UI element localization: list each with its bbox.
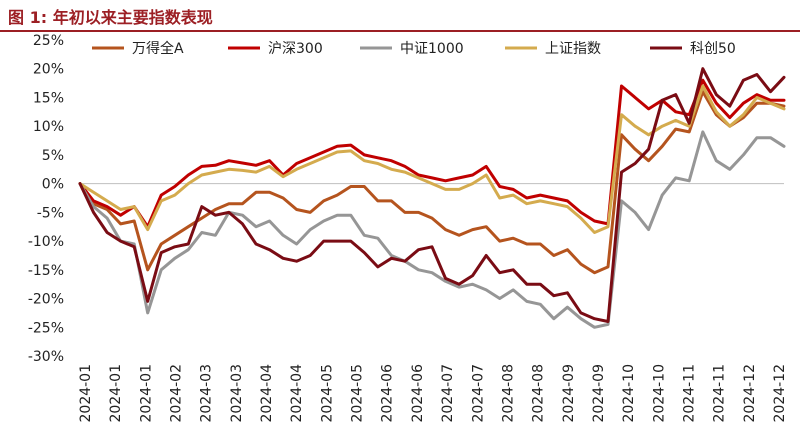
y-tick-label: 5% (42, 148, 64, 164)
y-tick-label: -5% (37, 205, 64, 221)
x-tick-label: 2024-03 (229, 364, 245, 423)
legend-label: 中证1000 (400, 41, 464, 57)
x-tick-label: 2024-04 (259, 364, 275, 423)
x-tick-label: 2024-01 (138, 364, 154, 423)
y-tick-label: 10% (33, 119, 64, 135)
y-tick-label: 0% (42, 177, 64, 193)
y-tick-label: -10% (28, 234, 64, 250)
y-tick-label: -15% (28, 263, 64, 279)
legend-label: 万得全A (132, 40, 184, 57)
figure-title: 图 1: 年初以来主要指数表现 (8, 4, 213, 28)
x-tick-label: 2024-11 (712, 364, 728, 423)
x-tick-label: 2024-09 (561, 364, 577, 423)
x-tick-label: 2024-02 (169, 364, 185, 423)
y-tick-label: 15% (33, 90, 64, 106)
x-tick-label: 2024-05 (350, 364, 366, 423)
figure-label: 图 1: (8, 8, 48, 27)
series-lines (78, 67, 786, 329)
title-rule (0, 30, 800, 32)
legend-label: 沪深300 (268, 41, 323, 57)
series-line (78, 84, 786, 234)
x-tick-label: 2024-04 (289, 364, 305, 423)
x-tick-label: 2024-08 (531, 364, 547, 423)
x-tick-label: 2024-12 (772, 364, 788, 423)
series-line (78, 78, 786, 229)
y-tick-label: -25% (28, 320, 64, 336)
x-tick-label: 2024-10 (621, 364, 637, 423)
figure-caption: 年初以来主要指数表现 (52, 8, 213, 27)
x-tick-label: 2024-06 (410, 364, 426, 423)
x-tick-label: 2024-03 (199, 364, 215, 423)
x-axis: 2024-01 2024-01 2024-01 2024-02 2024-03 2024-… (78, 364, 788, 423)
x-tick-label: 2024-11 (681, 364, 697, 423)
x-tick-label: 2024-09 (591, 364, 607, 423)
x-tick-label: 2024-07 (440, 364, 456, 423)
x-tick-label: 2024-12 (742, 364, 758, 423)
x-tick-label: 2024-01 (78, 364, 94, 423)
series-line (78, 130, 786, 329)
x-tick-label: 2024-06 (380, 364, 396, 423)
x-tick-label: 2024-05 (319, 364, 335, 423)
line-chart: 25%20%15%10%5%0%-5%-10%-15%-20%-25%-30% … (28, 33, 788, 423)
x-tick-label: 2024-07 (470, 364, 486, 423)
legend: 万得全A 沪深300 中证1000 上证指数 科创50 (92, 40, 736, 57)
legend-label: 上证指数 (545, 41, 601, 57)
legend-label: 科创50 (690, 41, 736, 57)
y-tick-label: -30% (28, 349, 64, 365)
series-line (78, 67, 786, 323)
y-tick-label: -20% (28, 292, 64, 308)
y-axis: 25% 20% 15% 10% 5% 0% -5% -10% -15% -20% -25% -30% (28, 33, 784, 365)
y-tick-label: 25% (33, 33, 64, 49)
x-tick-label: 2024-01 (108, 364, 124, 423)
x-tick-label: 2024-10 (651, 364, 667, 423)
y-tick-label: 20% (33, 62, 64, 78)
x-tick-label: 2024-08 (500, 364, 516, 423)
